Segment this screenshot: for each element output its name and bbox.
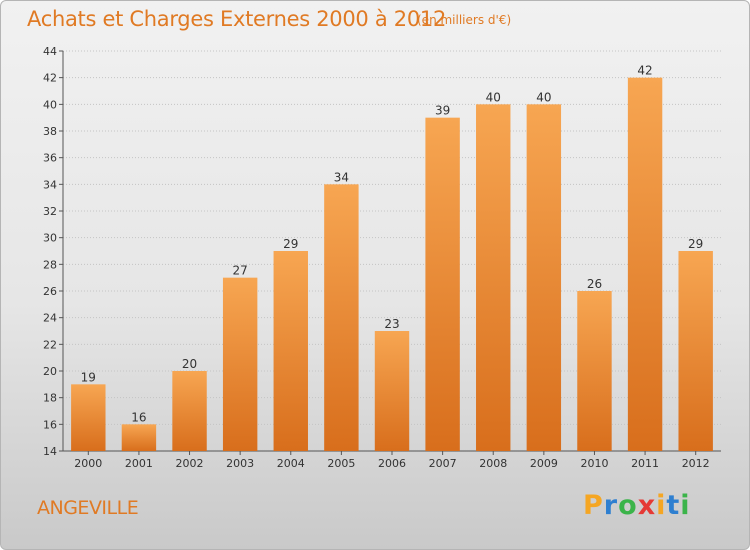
commune-name: ANGEVILLE (37, 497, 139, 519)
data-label: 40 (536, 90, 551, 104)
x-tick-label: 2005 (327, 457, 355, 470)
y-tick-label: 16 (43, 418, 57, 431)
data-label: 29 (283, 237, 298, 251)
y-tick-label: 24 (43, 312, 57, 325)
logo-letter: r (603, 490, 619, 521)
logo-letter: i (656, 490, 667, 521)
proxiti-logo: Proxiti (583, 490, 691, 521)
logo-letter: P (583, 490, 604, 521)
y-tick-label: 18 (43, 392, 57, 405)
bar-2011 (627, 77, 663, 452)
y-tick-label: 28 (43, 258, 57, 271)
logo-letter: x (637, 490, 657, 521)
data-label: 29 (688, 237, 703, 251)
data-label: 19 (81, 370, 96, 384)
data-label: 27 (233, 264, 248, 278)
bar-2002 (172, 371, 207, 451)
data-label: 34 (334, 170, 349, 184)
data-label: 40 (486, 90, 501, 104)
bar-2001 (121, 424, 157, 451)
chart-title: Achats et Charges Externes 2000 à 2012 (27, 7, 447, 31)
x-tick-label: 2001 (125, 457, 153, 470)
bar-2008 (476, 104, 511, 451)
logo-letter: i (680, 490, 691, 521)
bar-2009 (526, 104, 562, 451)
x-tick-label: 2007 (429, 457, 457, 470)
bar-2010 (577, 291, 612, 451)
data-label: 16 (131, 410, 146, 424)
y-tick-label: 22 (43, 338, 57, 351)
y-tick-label: 36 (43, 152, 57, 165)
bar-2004 (273, 251, 308, 451)
y-tick-label: 32 (43, 205, 57, 218)
y-tick-label: 30 (43, 232, 57, 245)
y-tick-label: 34 (43, 178, 57, 191)
data-label: 39 (435, 104, 450, 118)
x-tick-label: 2004 (277, 457, 305, 470)
bar-2012 (678, 251, 713, 451)
x-tick-label: 2003 (226, 457, 254, 470)
chart-subtitle: (en milliers d'€) (417, 13, 512, 27)
data-label: 26 (587, 277, 602, 291)
x-tick-label: 2010 (580, 457, 608, 470)
x-tick-label: 2012 (682, 457, 710, 470)
x-tick-label: 2008 (479, 457, 507, 470)
bar-2000 (71, 384, 106, 451)
y-tick-label: 26 (43, 285, 57, 298)
y-tick-label: 42 (43, 72, 57, 85)
x-tick-label: 2000 (74, 457, 102, 470)
data-label: 20 (182, 357, 197, 371)
data-label: 23 (384, 317, 399, 331)
y-tick-label: 14 (43, 445, 57, 458)
y-tick-label: 38 (43, 125, 57, 138)
x-tick-label: 2009 (530, 457, 558, 470)
y-tick-label: 40 (43, 98, 57, 111)
logo-letter: t (666, 490, 681, 521)
bar-2007 (425, 117, 460, 452)
y-tick-label: 20 (43, 365, 57, 378)
bar-2005 (324, 184, 359, 452)
x-tick-label: 2006 (378, 457, 406, 470)
data-label: 42 (637, 64, 652, 78)
bar-2006 (374, 331, 410, 451)
x-tick-label: 2002 (176, 457, 204, 470)
x-tick-label: 2011 (631, 457, 659, 470)
logo-letter: o (618, 490, 638, 521)
y-tick-label: 44 (43, 45, 57, 58)
bar-2003 (222, 277, 258, 451)
